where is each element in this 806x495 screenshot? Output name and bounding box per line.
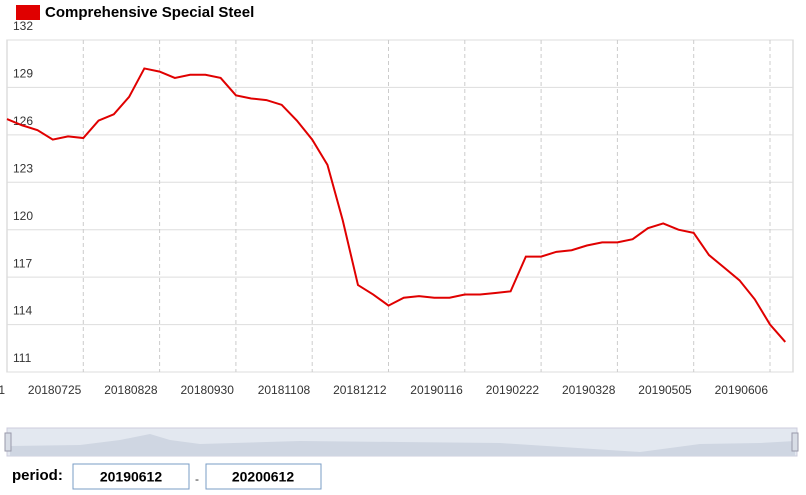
y-tick-label: 117 bbox=[13, 256, 32, 270]
x-tick-label: 20190505 bbox=[638, 383, 692, 397]
x-tick-label: 1 bbox=[0, 383, 5, 397]
legend-label: Comprehensive Special Steel bbox=[45, 4, 254, 21]
start-value: 20190612 bbox=[100, 469, 163, 485]
x-tick-label: 20190222 bbox=[486, 383, 540, 397]
start-input[interactable] bbox=[72, 463, 190, 490]
y-tick-label: 111 bbox=[13, 351, 32, 365]
y-tick-label: 129 bbox=[13, 67, 33, 81]
x-tick-label: 20180828 bbox=[104, 383, 158, 397]
navigator-handle[interactable] bbox=[791, 432, 799, 452]
x-tick-label: 20181108 bbox=[258, 383, 311, 397]
navigator-handle[interactable] bbox=[4, 432, 12, 452]
y-tick-label: 132 bbox=[13, 19, 33, 33]
separator: - bbox=[195, 472, 199, 486]
x-tick-label: 20180930 bbox=[181, 383, 235, 397]
x-tick-label: 20181212 bbox=[333, 383, 387, 397]
end-value: 20200612 bbox=[232, 469, 295, 485]
x-tick-label: 20190328 bbox=[562, 383, 616, 397]
y-tick-label: 120 bbox=[13, 209, 33, 223]
navigator-shape bbox=[10, 434, 795, 456]
period-label: period: bbox=[12, 467, 63, 484]
x-tick-label: 20180725 bbox=[28, 383, 82, 397]
line-series bbox=[6, 67, 787, 343]
y-tick-label: 123 bbox=[13, 161, 33, 175]
end-input[interactable] bbox=[205, 463, 322, 490]
x-tick-label: 20190606 bbox=[715, 383, 769, 397]
plot-frame bbox=[6, 39, 794, 373]
x-tick-label: 20190116 bbox=[410, 383, 463, 397]
legend-swatch bbox=[16, 5, 40, 20]
y-tick-label: 114 bbox=[13, 304, 32, 318]
